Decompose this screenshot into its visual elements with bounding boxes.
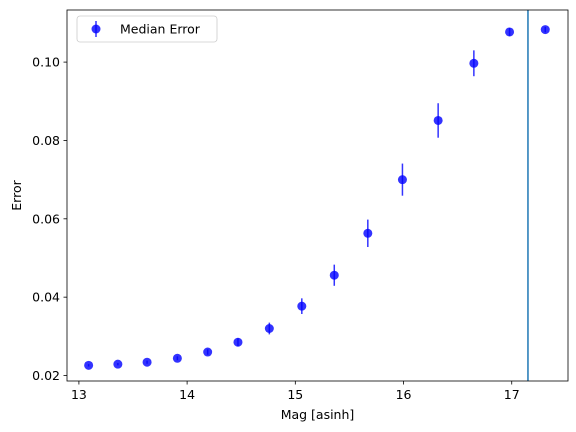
legend: Median Error [76,15,218,43]
data-point [264,324,274,334]
data-point [329,270,339,280]
data-point [469,58,479,68]
x-tick-label: 15 [287,387,303,402]
data-point [297,301,307,311]
legend-label-median-error: Median Error [120,22,201,37]
data-point [505,27,515,37]
y-tick-label: 0.04 [32,290,60,305]
y-tick-label: 0.02 [32,368,60,383]
data-point [84,360,94,370]
x-tick-label: 13 [71,387,87,402]
x-tick-label: 16 [396,387,412,402]
data-point [142,357,152,367]
data-point [397,175,407,185]
legend-marker-swatch [91,24,101,34]
plot-frame [66,9,569,382]
x-tick-label: 17 [504,387,520,402]
x-tick-label: 14 [179,387,195,402]
data-point [233,337,243,347]
legend-frame [76,15,218,43]
data-point [363,228,373,238]
y-tick-label: 0.10 [32,55,60,70]
x-axis-label: Mag [asinh] [281,407,355,422]
y-axis-label: Error [9,179,24,210]
y-tick-label: 0.08 [32,133,60,148]
data-point [540,25,550,35]
data-point [203,347,213,357]
y-tick-label: 0.06 [32,211,60,226]
data-point [113,359,123,369]
data-point [433,115,443,125]
data-point [172,353,182,363]
